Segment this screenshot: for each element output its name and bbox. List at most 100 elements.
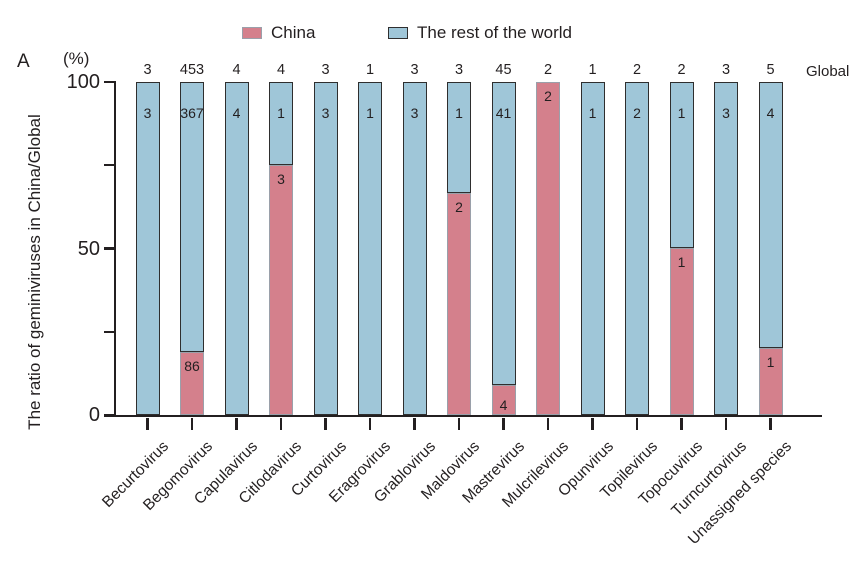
legend-item-china: China bbox=[242, 24, 315, 41]
x-tick bbox=[680, 418, 683, 430]
segment-count-label: 4 bbox=[499, 397, 508, 413]
bar-segment-china: 2 bbox=[536, 82, 560, 415]
bar-becurtovirus: 3 bbox=[135, 82, 160, 415]
segment-count-label: 86 bbox=[184, 358, 200, 374]
y-axis-line bbox=[114, 82, 117, 418]
segment-count-label: 3 bbox=[143, 105, 152, 121]
bar-segment-rest-of-world: 367 bbox=[180, 82, 204, 352]
global-count-label: 2 bbox=[677, 62, 686, 78]
segment-count-label: 3 bbox=[277, 171, 285, 187]
global-count-label: 2 bbox=[632, 62, 642, 78]
legend-swatch-china-icon bbox=[242, 27, 262, 39]
segment-count-label: 4 bbox=[766, 105, 775, 121]
x-tick bbox=[635, 418, 639, 430]
bar-mulcrilevirus: 2 bbox=[536, 82, 560, 415]
segment-count-label: 2 bbox=[544, 88, 552, 104]
global-count-label: 2 bbox=[543, 62, 553, 78]
bar-turncurtovirus: 3 bbox=[714, 82, 738, 415]
bar-segment-rest-of-world: 3 bbox=[714, 82, 738, 415]
global-count-label: 1 bbox=[365, 62, 375, 78]
bar-opunvirus: 1 bbox=[580, 82, 605, 415]
legend-item-rest-of-world: The rest of the world bbox=[388, 24, 572, 41]
y-axis-unit-label: (%) bbox=[63, 49, 90, 68]
bar-segment-rest-of-world: 3 bbox=[402, 82, 427, 415]
segment-count-label: 41 bbox=[495, 105, 512, 121]
bar-segment-rest-of-world: 1 bbox=[358, 82, 382, 415]
global-count-label: 1 bbox=[588, 62, 597, 78]
segment-count-label: 367 bbox=[180, 105, 204, 121]
x-tick bbox=[457, 418, 461, 430]
bar-segment-china: 1 bbox=[669, 248, 694, 415]
segment-count-label: 3 bbox=[410, 105, 419, 121]
legend-swatch-rest-of-world-icon bbox=[388, 27, 408, 39]
y-tick-label: 100 bbox=[66, 71, 100, 93]
bar-segment-china: 1 bbox=[758, 348, 783, 415]
bar-segment-rest-of-world: 3 bbox=[313, 82, 338, 415]
y-tick bbox=[104, 413, 116, 417]
segment-count-label: 4 bbox=[232, 105, 241, 121]
x-tick bbox=[279, 418, 283, 430]
global-count-label: 3 bbox=[321, 62, 330, 78]
x-tick bbox=[413, 418, 416, 430]
global-count-label: 45 bbox=[495, 62, 512, 78]
segment-count-label: 1 bbox=[277, 105, 285, 121]
segment-count-label: 1 bbox=[588, 105, 597, 121]
y-tick bbox=[104, 247, 116, 250]
bar-begomovirus: 367 86 bbox=[180, 82, 204, 415]
segment-count-label: 1 bbox=[366, 105, 374, 121]
global-count-label: 453 bbox=[179, 62, 205, 78]
segment-count-label: 3 bbox=[321, 105, 330, 121]
x-tick bbox=[324, 418, 327, 430]
global-count-label: 3 bbox=[721, 62, 731, 78]
segment-count-label: 2 bbox=[633, 105, 641, 121]
segment-count-label: 3 bbox=[722, 105, 730, 121]
bar-eragrovirus: 1 bbox=[358, 82, 382, 415]
global-count-label: 5 bbox=[766, 62, 775, 78]
bar-segment-rest-of-world: 3 bbox=[135, 82, 160, 415]
bar-segment-china: 4 bbox=[491, 385, 516, 415]
bar-mastrevirus: 41 4 bbox=[491, 82, 516, 415]
y-tick-label: 50 bbox=[77, 237, 100, 260]
bar-segment-rest-of-world: 41 bbox=[491, 82, 516, 385]
global-count-label: 3 bbox=[410, 62, 419, 78]
bar-segment-rest-of-world: 1 bbox=[269, 82, 293, 165]
bar-segment-rest-of-world: 1 bbox=[669, 82, 694, 248]
bar-segment-rest-of-world: 2 bbox=[625, 82, 649, 415]
x-tick bbox=[146, 418, 149, 430]
global-count-label: 3 bbox=[454, 62, 464, 78]
y-tick bbox=[104, 80, 116, 84]
global-annotation-label: Global bbox=[806, 63, 850, 80]
x-axis-label-unassigned-species: Unassigned species bbox=[684, 438, 795, 549]
global-count-label: 4 bbox=[276, 62, 286, 78]
bar-topilevirus: 2 bbox=[625, 82, 649, 415]
y-tick-label: 0 bbox=[88, 404, 100, 426]
x-tick bbox=[190, 418, 194, 430]
x-axis-line bbox=[104, 415, 822, 418]
bar-segment-rest-of-world: 4 bbox=[758, 82, 783, 348]
x-tick bbox=[235, 418, 238, 430]
bar-curtovirus: 3 bbox=[313, 82, 338, 415]
segment-count-label: 1 bbox=[677, 105, 686, 121]
segment-count-label: 2 bbox=[455, 199, 463, 215]
global-count-label: 4 bbox=[232, 62, 241, 78]
global-count-label: 3 bbox=[143, 62, 152, 78]
bar-segment-china: 2 bbox=[447, 193, 471, 415]
x-tick bbox=[591, 418, 594, 430]
x-tick bbox=[724, 418, 728, 430]
y-tick bbox=[104, 330, 116, 333]
bar-segment-rest-of-world: 4 bbox=[224, 82, 249, 415]
segment-count-label: 1 bbox=[455, 105, 463, 121]
segment-count-label: 1 bbox=[677, 254, 686, 270]
bar-grablovirus: 3 bbox=[402, 82, 427, 415]
panel-letter: A bbox=[17, 51, 30, 72]
y-tick bbox=[104, 164, 116, 167]
x-tick bbox=[502, 418, 505, 430]
x-tick bbox=[769, 418, 772, 430]
bar-segment-china: 86 bbox=[180, 352, 204, 415]
